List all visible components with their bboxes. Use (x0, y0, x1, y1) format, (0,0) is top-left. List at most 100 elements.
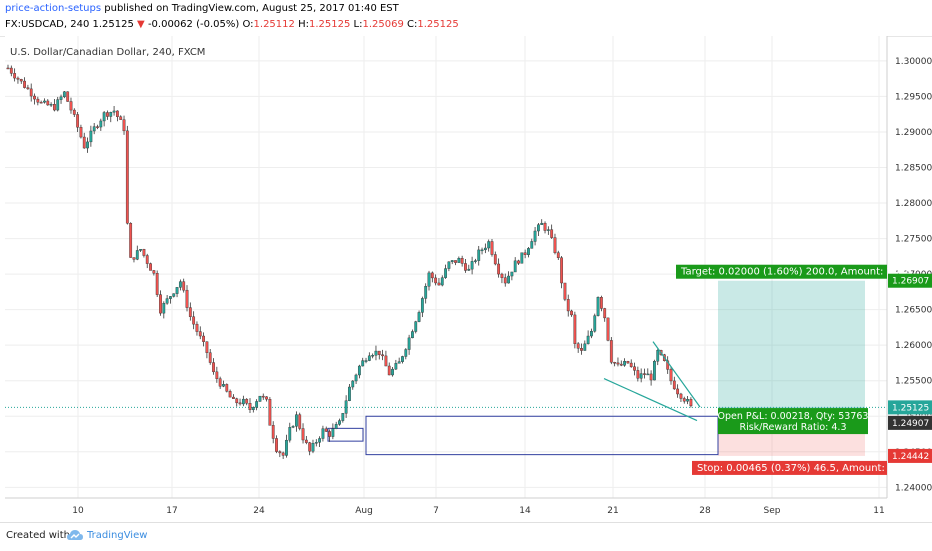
x-tick-label: 11 (873, 506, 884, 516)
candle-body (483, 247, 487, 251)
candle-body (341, 413, 345, 421)
candle-body (586, 335, 590, 345)
candle-body (66, 91, 70, 102)
candle-body (304, 439, 308, 443)
price-chart[interactable]: 1.30000 1.29500 1.29000 1.28500 1.28000 1.275… (0, 36, 932, 522)
symbol-label[interactable]: FX:USDCAD, 240 (5, 19, 90, 30)
candle-body (218, 378, 222, 387)
candle-body (493, 254, 497, 265)
x-tick-label: 21 (607, 506, 618, 516)
candle-body (149, 263, 152, 271)
candle-body (371, 355, 375, 357)
candle-body (533, 230, 537, 242)
candle-body (132, 257, 136, 260)
range-box-large (365, 415, 719, 456)
candle-body (656, 350, 660, 362)
y-tick-label: 1.28500 (895, 163, 932, 173)
candle-body (527, 248, 530, 255)
candle-body (198, 331, 202, 337)
candle-body (629, 362, 633, 367)
candle-body (417, 312, 421, 322)
author-link[interactable]: price-action-setups (5, 3, 102, 14)
candle-body (36, 98, 40, 103)
candle-body (377, 350, 381, 355)
tradingview-brand[interactable]: TradingView (87, 530, 148, 541)
candle-body (129, 223, 133, 258)
candle-body (646, 373, 650, 376)
candle-body (480, 249, 484, 252)
target-label-box (676, 264, 887, 279)
candle-body (563, 282, 567, 300)
candle-body (89, 130, 93, 143)
candle-body (69, 101, 73, 111)
candle-body (672, 380, 676, 390)
candle-body (679, 393, 683, 399)
last-price: 1.25125 (92, 19, 134, 30)
created-with-text: Created with (6, 530, 70, 541)
candle-body (603, 308, 607, 319)
candle-body (122, 119, 126, 132)
x-tick-label: Sep (764, 506, 781, 516)
candle-body (407, 337, 411, 350)
candle-body (467, 268, 471, 271)
candle-body (62, 91, 66, 98)
candle-body (238, 402, 242, 405)
candle-body (474, 260, 477, 262)
candle-body (361, 360, 365, 367)
candle-body (291, 426, 295, 428)
target-zone (718, 280, 865, 423)
published-text: published on TradingView.com, August 25,… (104, 3, 399, 14)
candle-body (676, 388, 680, 395)
candle-body (619, 363, 623, 366)
candle-body (248, 403, 252, 410)
ohlc-low-label: L: (353, 19, 363, 30)
candle-body (202, 335, 205, 342)
candle-body (301, 428, 305, 441)
candle-body (46, 100, 50, 106)
candle-body (351, 380, 355, 388)
candle-body (225, 384, 229, 392)
candle-body (411, 331, 414, 339)
candle-body (596, 297, 600, 316)
y-tick-label: 1.25500 (895, 377, 932, 387)
candle-body (82, 136, 86, 149)
candle-body (39, 101, 43, 104)
candle-body (606, 317, 610, 341)
candle-body (318, 438, 322, 443)
candle-body (440, 277, 444, 286)
candle-body (636, 370, 640, 379)
candle-body (580, 348, 583, 351)
candle-body (72, 109, 76, 115)
candle-body (49, 104, 53, 106)
candle-body (228, 391, 232, 398)
candle-body (162, 303, 166, 314)
wedge-lower-line (603, 378, 698, 422)
candle-body (195, 323, 199, 332)
candle-body (490, 241, 494, 255)
candle-body (99, 120, 103, 128)
candle-body (6, 67, 10, 70)
candle-body (33, 95, 36, 100)
candle-body (96, 126, 99, 128)
candle-body (298, 414, 302, 429)
target-price-badge-box (888, 273, 932, 288)
candle-body (331, 428, 335, 437)
candle-body (530, 241, 534, 249)
candle-body (454, 260, 457, 263)
x-tick-label: 24 (253, 506, 265, 516)
candle-body (434, 277, 438, 284)
candle-body (583, 343, 587, 351)
candle-body (13, 73, 17, 79)
candle-body (633, 366, 636, 371)
candle-body (59, 96, 63, 100)
candle-body (364, 360, 368, 362)
ohlc-close-value: 1.25125 (417, 19, 459, 30)
candle-body (106, 112, 109, 117)
candle-body (308, 442, 312, 452)
candle-body (566, 299, 570, 312)
candle-body (175, 287, 179, 294)
candle-body (500, 273, 504, 278)
candle-body (235, 398, 239, 404)
candle-body (464, 263, 467, 271)
y-tick-label: 1.30000 (895, 57, 932, 67)
